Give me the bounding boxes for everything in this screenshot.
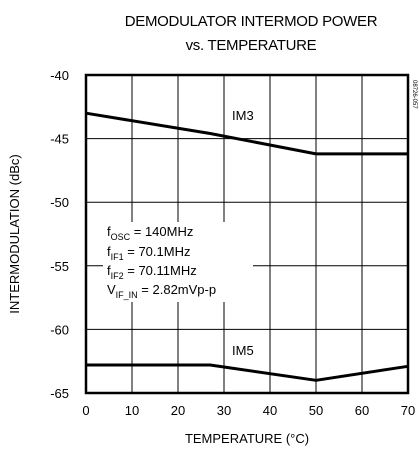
annotation-v-if-in: VIF_IN = 2.82mVp-p	[107, 282, 216, 300]
series-lines	[85, 111, 409, 382]
annotation-v-if-in-main: V	[107, 282, 116, 297]
annotation-v-if-in-sub: IF_IN	[116, 290, 138, 300]
y-tick-label-2: -50	[50, 195, 69, 210]
y-axis-title: INTERMODULATION (dBc)	[7, 154, 22, 313]
annotation-f-if1: fIF1 = 70.1MHz	[107, 244, 190, 262]
series-label-im3: IM3	[232, 108, 254, 123]
series-line-im3	[85, 111, 408, 156]
annotation-f-if1-value: = 70.1MHz	[124, 244, 191, 259]
x-axis-title: TEMPERATURE (°C)	[185, 431, 309, 446]
y-tick-label-5: -65	[50, 386, 69, 401]
y-tick-label-3: -55	[50, 259, 69, 274]
annotation-f-if2-main: f	[107, 263, 111, 278]
chart-title-line-1: DEMODULATOR INTERMOD POWER	[125, 13, 378, 30]
annotation-v-if-in-value: = 2.82mVp-p	[138, 282, 216, 297]
annotation-f-osc-main: f	[107, 224, 111, 239]
x-tick-label-1: 10	[125, 403, 139, 418]
x-tick-label-0: 0	[82, 403, 89, 418]
annotation-f-if1-main: f	[107, 244, 111, 259]
x-tick-label-7: 70	[401, 403, 415, 418]
plot-frame	[84, 73, 410, 395]
x-tick-label-6: 60	[355, 403, 369, 418]
annotation-f-if1-sub: IF1	[111, 252, 124, 262]
x-tick-label-5: 50	[309, 403, 323, 418]
test-conditions: fOSC = 140MHz fIF1 = 70.1MHz fIF2 = 70.1…	[103, 222, 253, 302]
y-tick-label-4: -60	[50, 322, 69, 337]
annotation-f-osc-sub: OSC	[111, 232, 131, 242]
annotation-f-osc: fOSC = 140MHz	[107, 224, 193, 242]
annotation-f-if2: fIF2 = 70.11MHz	[107, 263, 197, 281]
y-tick-label-1: -45	[50, 132, 69, 147]
annotation-f-if2-sub: IF2	[111, 271, 124, 281]
chart-title-line-2: vs. TEMPERATURE	[186, 37, 317, 54]
annotation-f-osc-value: = 140MHz	[130, 224, 193, 239]
series-label-im5: IM5	[232, 343, 254, 358]
x-tick-labels: 0 10 20 30 40 50 60 70	[82, 403, 415, 418]
x-tick-label-4: 40	[263, 403, 277, 418]
figure-code: 08726-057	[411, 80, 417, 109]
y-tick-label-0: -40	[50, 68, 69, 83]
annotation-f-if2-value: = 70.11MHz	[124, 263, 197, 278]
x-tick-label-3: 30	[217, 403, 231, 418]
y-tick-labels: -40 -45 -50 -55 -60 -65	[50, 68, 69, 401]
series-line-im5	[86, 363, 409, 382]
test-conditions-background	[103, 222, 253, 302]
x-tick-label-2: 20	[171, 403, 185, 418]
